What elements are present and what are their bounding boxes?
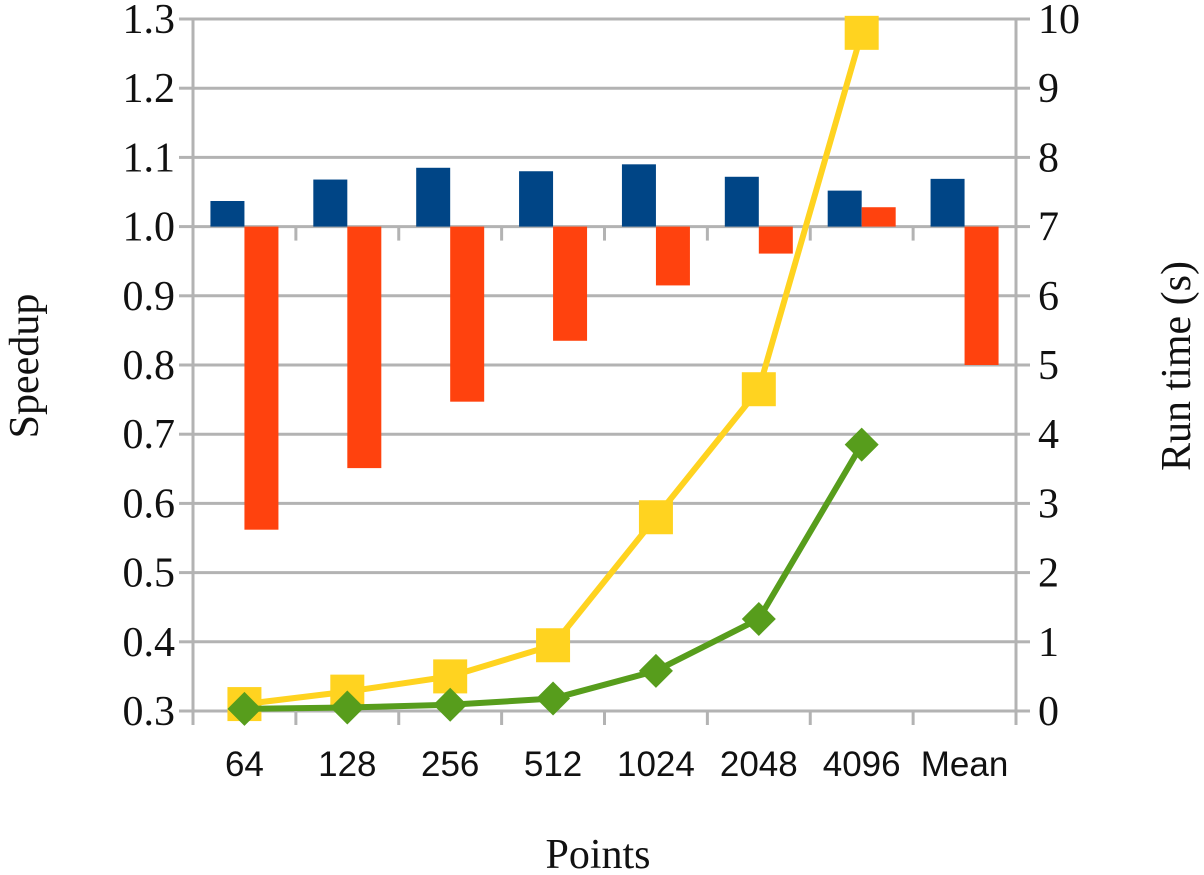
bar-series-2-Mean (964, 226, 999, 365)
right-axis-ticks: 0 1 2 3 4 5 6 7 8 9 10 (1038, 0, 1080, 735)
square-marker-4096 (844, 15, 879, 50)
x-tick-label: 256 (421, 745, 479, 784)
square-marker-256 (433, 659, 468, 694)
line-series-2 (244, 443, 865, 712)
x-tick-label: 512 (524, 745, 582, 784)
bar-series-1-1024 (621, 164, 656, 227)
x-tick-label: Mean (921, 745, 1009, 784)
bar-series-2-4096 (861, 207, 896, 227)
bar-series-1-64 (210, 200, 245, 227)
square-marker-2048 (741, 372, 776, 407)
right-tick-label: 4 (1038, 412, 1059, 458)
right-tick-label: 7 (1038, 205, 1059, 251)
bar-series-2-128 (347, 226, 382, 469)
bar-series-2-64 (244, 226, 279, 530)
left-tick-label: 1.0 (123, 205, 176, 251)
bar-series-1-Mean (930, 178, 965, 227)
right-tick-label: 5 (1038, 343, 1059, 389)
bar-series-1-512 (519, 171, 554, 227)
x-tick-label: 2048 (720, 745, 798, 784)
diamond-marker-2048 (741, 601, 776, 636)
x-tick-label: 1024 (617, 745, 695, 784)
left-tick-label: 0.9 (123, 274, 176, 320)
right-tick-label: 8 (1038, 135, 1059, 181)
left-tick-label: 0.8 (123, 343, 176, 389)
right-tick-label: 10 (1038, 0, 1080, 43)
grid-lines (193, 17, 1016, 713)
bar-series-1-2048 (724, 176, 759, 227)
diamond-marker-1024 (638, 653, 673, 688)
left-tick-label: 0.4 (123, 620, 176, 666)
left-tick-label: 0.7 (123, 412, 176, 458)
x-axis-ticks: 64 128 256 512 1024 2048 4096 Mean (225, 745, 1008, 784)
left-tick-label: 0.6 (123, 481, 176, 527)
left-tick-label: 1.2 (123, 66, 176, 112)
bar-series-1-128 (313, 179, 348, 227)
x-tick-label: 128 (318, 745, 376, 784)
x-tick-label: 64 (225, 745, 264, 784)
bar-series-2-1024 (655, 226, 690, 286)
left-tick-label: 1.1 (123, 135, 176, 181)
x-tick-label: 4096 (823, 745, 901, 784)
bar-series-1-4096 (827, 190, 862, 227)
y2-axis-title: Run time (s) (1154, 261, 1200, 471)
bar-series-2-512 (553, 226, 588, 341)
diamond-marker-4096 (844, 427, 879, 462)
right-tick-label: 1 (1038, 620, 1059, 666)
line-series (227, 15, 879, 726)
diamond-marker-256 (433, 687, 468, 722)
left-tick-label: 0.5 (123, 551, 176, 597)
square-marker-1024 (638, 500, 673, 535)
bar-series-2-256 (450, 226, 485, 402)
left-tick-label: 1.3 (123, 0, 176, 43)
left-tick-label: 0.3 (123, 689, 176, 735)
diamond-marker-128 (330, 690, 365, 725)
diamond-marker-512 (536, 681, 571, 716)
bar-series-2-2048 (758, 226, 793, 254)
diamond-marker-64 (227, 691, 262, 726)
bar-series-1-256 (416, 167, 451, 227)
square-marker-512 (536, 628, 571, 663)
x-axis-title: Points (545, 832, 650, 875)
y-axis-title: Speedup (2, 294, 48, 439)
right-tick-label: 2 (1038, 551, 1059, 597)
right-tick-label: 9 (1038, 66, 1059, 112)
right-tick-label: 6 (1038, 274, 1059, 320)
right-tick-label: 3 (1038, 481, 1059, 527)
axes (179, 17, 1030, 725)
right-tick-label: 0 (1038, 689, 1059, 735)
left-axis-ticks: 0.3 0.4 0.5 0.6 0.7 0.8 0.9 1.0 1.1 1.2 1.3 (123, 0, 176, 735)
bars (210, 164, 999, 530)
